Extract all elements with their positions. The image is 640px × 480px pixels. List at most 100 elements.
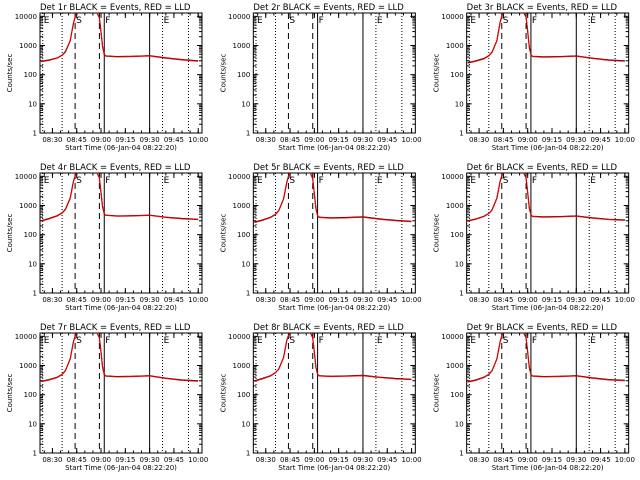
y-tick-label: 1 [33, 290, 37, 298]
marker-label: E [377, 176, 383, 186]
y-tick-label: 100 [24, 391, 37, 399]
marker-label: S [503, 336, 509, 346]
x-tick-label: 08:30 [469, 136, 489, 144]
y-tick-label: 1 [246, 450, 250, 458]
y-axis-label: Counts/sec [6, 374, 14, 413]
marker-label: E [257, 176, 263, 186]
marker-label: S [289, 336, 295, 346]
marker-label: E [590, 176, 596, 186]
y-tick-label: 100 [237, 231, 250, 239]
plot-frame [252, 172, 416, 294]
marker-label: F [105, 16, 110, 26]
plot-frame [466, 172, 630, 294]
x-tick-label: 08:45 [67, 136, 87, 144]
x-tick-label: 09:15 [329, 296, 349, 304]
plot-frame [252, 12, 416, 134]
y-tick-label: 1 [459, 450, 463, 458]
y-tick-label: 10 [455, 260, 464, 268]
chart-title: Det 7r BLACK = Events, RED = LLD [40, 323, 191, 333]
series-line-lld [254, 173, 412, 224]
panel-det-1r: Det 1r BLACK = Events, RED = LLD 1 10 100 10… [6, 3, 208, 152]
series-line-events [254, 173, 412, 223]
y-tick-label: 1000 [233, 42, 251, 50]
x-tick-label: 09:00 [518, 296, 538, 304]
y-tick-label: 1 [246, 130, 250, 138]
marker-label: F [532, 176, 537, 186]
series-group [254, 173, 412, 224]
x-tick-label: 08:45 [493, 136, 513, 144]
x-tick-label: 10:00 [615, 456, 635, 464]
chart-title: Det 8r BLACK = Events, RED = LLD [253, 323, 404, 333]
x-tick-label: 10:00 [188, 136, 208, 144]
series-group [41, 13, 199, 63]
marker-label: E [590, 16, 596, 26]
series-line-lld [467, 333, 625, 383]
y-axis-label: Counts/sec [6, 214, 14, 253]
series-group [254, 333, 412, 382]
x-tick-label: 09:00 [91, 296, 111, 304]
y-tick-label: 10000 [228, 333, 250, 341]
marker-label: E [164, 16, 170, 26]
x-tick-label: 09:30 [353, 136, 373, 144]
marker-label: S [503, 176, 509, 186]
x-tick-label: 09:30 [566, 296, 586, 304]
y-tick-label: 1000 [233, 202, 251, 210]
x-axis-label: Start Time (06-Jan-04 08:22:20) [492, 304, 604, 312]
series-group [40, 173, 199, 222]
marker-label: E [164, 336, 170, 346]
marker-label: S [76, 336, 82, 346]
panel-det-4r: Det 4r BLACK = Events, RED = LLD 1 10 100 10… [6, 163, 208, 312]
y-tick-label: 100 [24, 71, 37, 79]
marker-label: E [470, 176, 476, 186]
plot-frame [252, 332, 416, 454]
y-tick-label: 10 [241, 260, 250, 268]
x-tick-label: 09:45 [590, 296, 610, 304]
marker-label: F [319, 336, 324, 346]
x-tick-label: 08:45 [280, 456, 300, 464]
marker-label: F [532, 336, 537, 346]
x-tick-label: 09:00 [518, 456, 538, 464]
x-tick-label: 09:00 [91, 136, 111, 144]
y-tick-label: 10 [28, 260, 37, 268]
y-tick-label: 10000 [228, 173, 250, 181]
marker-label: E [377, 16, 383, 26]
marker-label: S [76, 16, 82, 26]
x-tick-label: 10:00 [401, 456, 421, 464]
series-line-events [467, 173, 625, 222]
chart-title: Det 6r BLACK = Events, RED = LLD [467, 163, 618, 173]
x-tick-label: 09:15 [329, 456, 349, 464]
x-tick-label: 08:30 [469, 456, 489, 464]
x-tick-label: 09:15 [115, 456, 135, 464]
marker-label: F [105, 176, 110, 186]
x-tick-label: 09:15 [542, 136, 562, 144]
y-axis-label: Counts/sec [433, 214, 441, 253]
x-tick-label: 08:30 [469, 296, 489, 304]
series-line-events [40, 173, 199, 222]
x-tick-label: 10:00 [188, 296, 208, 304]
x-tick-label: 09:45 [164, 456, 184, 464]
x-tick-label: 08:45 [493, 296, 513, 304]
panel-det-6r: Det 6r BLACK = Events, RED = LLD 1 10 100 10… [433, 163, 635, 312]
x-tick-label: 09:15 [115, 136, 135, 144]
y-tick-label: 1000 [446, 202, 464, 210]
panel-det-3r: Det 3r BLACK = Events, RED = LLD 1 10 100 10… [433, 3, 635, 152]
x-tick-label: 08:45 [280, 296, 300, 304]
plot-frame [39, 12, 203, 134]
y-tick-label: 1 [33, 450, 37, 458]
y-tick-label: 1000 [19, 362, 37, 370]
series-group [467, 333, 625, 383]
x-tick-label: 09:30 [566, 456, 586, 464]
y-axis-label: Counts/sec [219, 54, 227, 93]
marker-label: E [44, 336, 50, 346]
series-line-lld [40, 173, 199, 222]
panel-det-8r: Det 8r BLACK = Events, RED = LLD 1 10 100 10… [219, 323, 421, 472]
y-axis-label: Counts/sec [219, 214, 227, 253]
series-group [40, 333, 199, 383]
chart-title: Det 2r BLACK = Events, RED = LLD [253, 3, 404, 13]
y-tick-label: 1000 [446, 362, 464, 370]
y-tick-label: 10000 [15, 13, 37, 21]
x-tick-label: 10:00 [615, 136, 635, 144]
series-group [467, 13, 625, 64]
y-tick-label: 100 [450, 231, 463, 239]
series-line-lld [467, 13, 625, 64]
